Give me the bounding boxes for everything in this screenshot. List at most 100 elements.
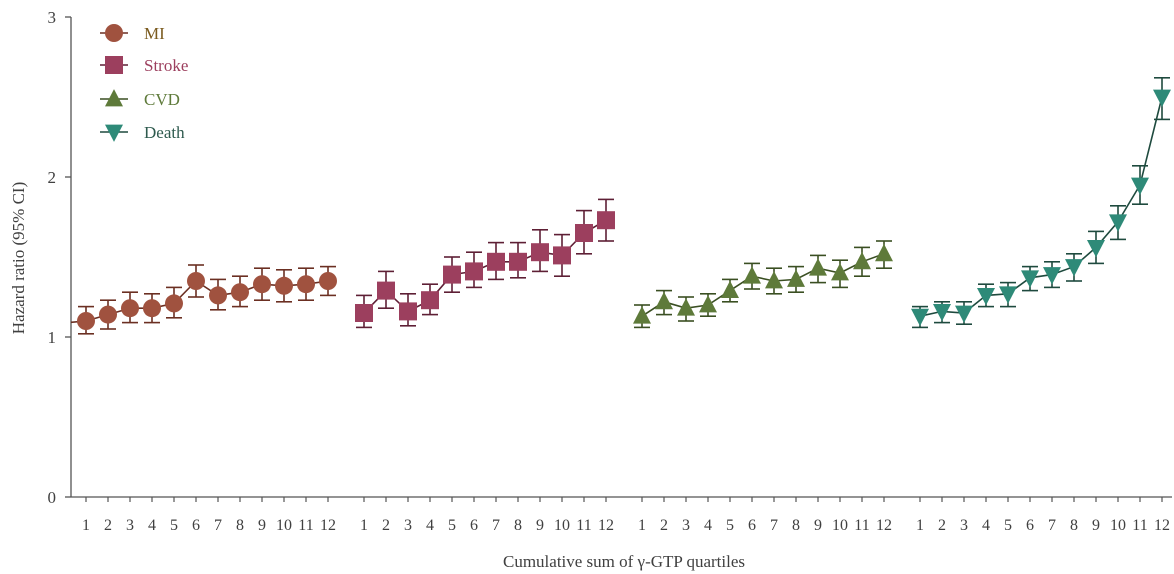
legend-item-cvd: CVD: [100, 89, 180, 109]
series-line: [641, 253, 885, 317]
x-tick-label: 6: [748, 517, 756, 534]
x-tick-label: 12: [320, 517, 336, 534]
x-tick-label: 1: [916, 517, 924, 534]
data-point: [1131, 177, 1149, 195]
series-stroke: [355, 198, 615, 329]
data-point: [721, 280, 739, 299]
data-point: [787, 269, 805, 287]
data-point: [231, 283, 249, 302]
data-point: [1153, 89, 1171, 107]
y-tick-label: 3: [48, 8, 57, 27]
x-tick-label: 7: [214, 517, 222, 534]
series-mi: [70, 264, 337, 335]
x-tick-label: 5: [726, 517, 734, 534]
x-tick-label: 8: [236, 517, 244, 534]
data-point: [187, 272, 205, 290]
x-tick-label: 9: [814, 517, 822, 534]
x-tick-label: 2: [382, 517, 390, 534]
x-tick-label: 2: [938, 517, 946, 534]
y-tick-label: 0: [48, 488, 57, 507]
legend-label: MI: [144, 24, 165, 43]
data-point: [377, 281, 395, 300]
x-tick-label: 10: [832, 517, 848, 534]
data-point: [633, 306, 651, 324]
x-tick-label: 5: [448, 517, 456, 534]
data-point: [465, 262, 483, 281]
legend-marker: [105, 124, 123, 142]
legend-label: Death: [144, 123, 185, 142]
data-point: [531, 243, 549, 262]
x-axis-label: Cumulative sum of γ-GTP quartiles: [503, 552, 745, 571]
data-point: [597, 211, 615, 230]
x-tick-label: 8: [792, 517, 800, 534]
x-tick-label: 5: [1004, 517, 1012, 534]
x-tick-label: 9: [536, 517, 544, 534]
x-tick-label: 10: [276, 517, 292, 534]
data-point: [297, 275, 315, 294]
x-tick-label: 3: [682, 517, 690, 534]
data-point: [209, 286, 227, 305]
x-tick-label: 10: [1110, 517, 1126, 534]
y-axis-label: Hazard ratio (95% CI): [9, 182, 28, 334]
legend: MI Stroke CVD Death: [100, 24, 188, 142]
x-tick-label: 12: [876, 517, 892, 534]
x-tick-label: 8: [514, 517, 522, 534]
data-point: [487, 252, 505, 271]
data-point: [553, 246, 571, 265]
data-point: [1109, 214, 1127, 232]
data-point: [875, 243, 893, 262]
series-cvd: [633, 240, 893, 329]
x-tick-label: 11: [576, 517, 591, 534]
x-tick-label: 7: [1048, 517, 1056, 534]
data-point: [743, 266, 761, 284]
series-death: [911, 77, 1171, 329]
x-tick-label: 4: [704, 517, 712, 534]
data-point: [1065, 259, 1083, 277]
x-tick-label: 4: [982, 517, 990, 534]
data-point: [955, 305, 973, 323]
y-tick-label: 1: [48, 328, 57, 347]
data-point: [253, 275, 271, 294]
data-point: [509, 252, 527, 271]
data-point: [1043, 267, 1061, 285]
data-point: [853, 251, 871, 270]
data-point: [275, 276, 293, 295]
x-tick-label: 5: [170, 517, 178, 534]
x-tick-label: 8: [1070, 517, 1078, 534]
data-point: [677, 298, 695, 316]
x-tick-label: 9: [1092, 517, 1100, 534]
x-tick-label: 6: [1026, 517, 1034, 534]
data-point: [165, 294, 183, 313]
data-point: [699, 295, 717, 313]
data-point: [355, 304, 373, 322]
data-point: [77, 312, 95, 330]
data-point: [809, 258, 827, 276]
legend-marker: [105, 24, 123, 42]
x-tick-label: 11: [298, 517, 313, 534]
data-point: [575, 224, 593, 242]
x-tick-label: 11: [854, 517, 869, 534]
data-point: [319, 272, 337, 290]
legend-item-stroke: Stroke: [100, 56, 188, 75]
data-point: [1087, 239, 1105, 258]
data-point: [831, 263, 849, 281]
x-tick-label: 9: [258, 517, 266, 534]
x-tick-label: 7: [770, 517, 778, 534]
data-point: [977, 287, 995, 306]
x-tick-label: 6: [192, 517, 200, 534]
series-layer: [70, 77, 1171, 335]
data-point: [443, 265, 461, 284]
legend-marker: [105, 89, 123, 107]
data-point: [99, 305, 117, 324]
data-point: [999, 286, 1017, 304]
data-point: [421, 291, 439, 310]
data-point: [765, 271, 783, 289]
data-point: [1021, 270, 1039, 288]
legend-label: CVD: [144, 90, 180, 109]
data-point: [655, 291, 673, 310]
x-tick-label: 6: [470, 517, 478, 534]
x-tick-label: 10: [554, 517, 570, 534]
x-tick-label: 12: [1154, 517, 1170, 534]
